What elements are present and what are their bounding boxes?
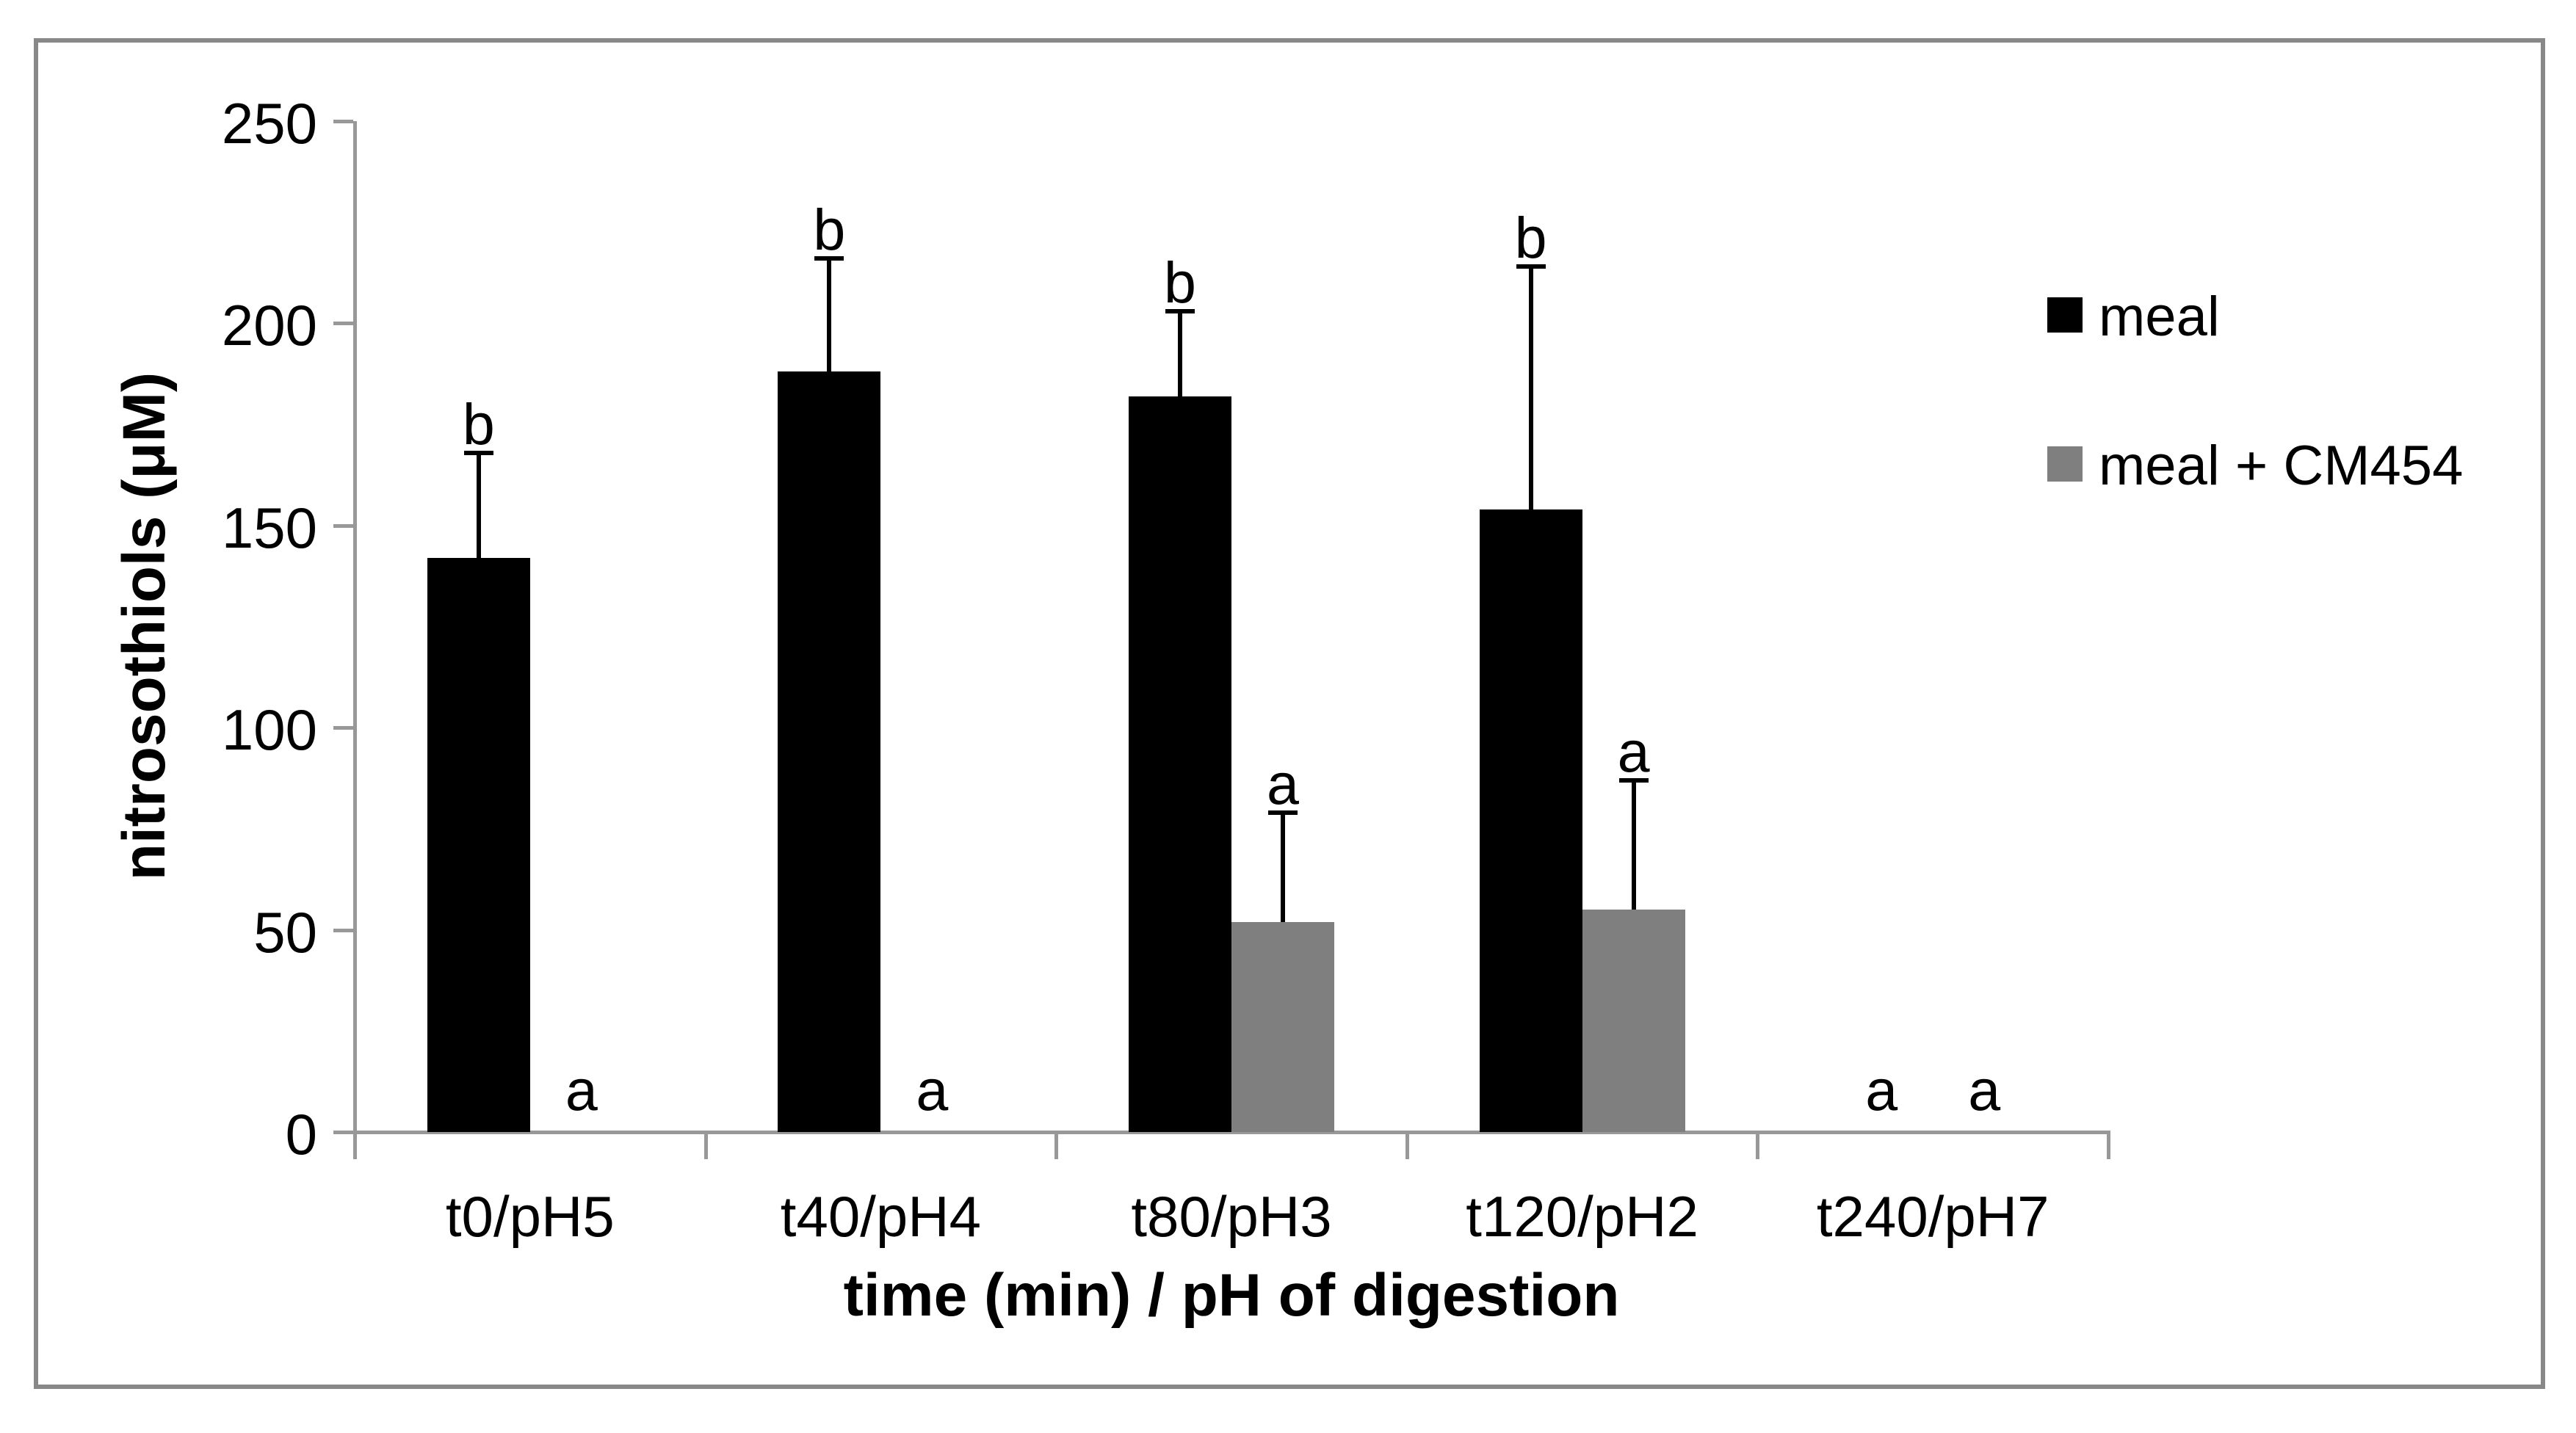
y-tick-label: 250 bbox=[221, 91, 317, 156]
x-axis-separator-tick bbox=[1054, 1132, 1059, 1159]
y-axis-tick bbox=[333, 928, 353, 932]
x-category-label: t120/pH2 bbox=[1466, 1184, 1698, 1249]
error-bar-cap bbox=[463, 450, 493, 455]
legend-swatch-meal-cm454 bbox=[2047, 446, 2083, 482]
x-axis-separator-tick bbox=[1405, 1132, 1409, 1159]
legend-swatch-meal bbox=[2047, 297, 2083, 333]
y-tick-label: 150 bbox=[221, 495, 317, 560]
bar-meal-cm454-t80 bbox=[1231, 921, 1334, 1132]
y-tick-label: 100 bbox=[221, 697, 317, 763]
y-axis-tick bbox=[333, 120, 353, 123]
significance-letter: b bbox=[462, 391, 495, 457]
y-tick-label: 50 bbox=[253, 899, 317, 965]
error-bar-line bbox=[1281, 812, 1285, 922]
error-bar-cap bbox=[1165, 308, 1195, 313]
significance-letter: b bbox=[1514, 205, 1547, 271]
x-axis-separator-tick bbox=[2107, 1132, 2110, 1159]
y-tick-label: 0 bbox=[285, 1102, 317, 1167]
x-category-label: t80/pH3 bbox=[1131, 1184, 1332, 1249]
error-bar-line bbox=[1178, 311, 1182, 396]
significance-letter: a bbox=[565, 1057, 598, 1122]
significance-letter: a bbox=[1267, 750, 1299, 816]
x-category-label: t40/pH4 bbox=[780, 1184, 981, 1249]
bar-meal-cm454-t120 bbox=[1582, 910, 1685, 1132]
y-axis-tick bbox=[333, 322, 353, 326]
significance-letter: b bbox=[1164, 249, 1196, 315]
error-bar-line bbox=[827, 258, 832, 372]
error-bar-cap bbox=[814, 256, 844, 261]
significance-letter: a bbox=[1968, 1057, 2001, 1122]
y-tick-label: 200 bbox=[221, 293, 317, 358]
x-axis-line bbox=[353, 1131, 2110, 1134]
significance-letter: a bbox=[1865, 1057, 1898, 1122]
error-bar-line bbox=[476, 452, 481, 558]
bar-meal-t80 bbox=[1129, 396, 1231, 1132]
legend-label-meal-cm454: meal + CM454 bbox=[2099, 435, 2464, 497]
significance-letter: a bbox=[1617, 718, 1650, 784]
x-axis-separator-tick bbox=[703, 1132, 708, 1159]
error-bar-cap bbox=[1268, 810, 1298, 815]
bar-meal-t120 bbox=[1479, 509, 1582, 1132]
legend-label-meal: meal bbox=[2099, 286, 2220, 348]
significance-letter: a bbox=[916, 1057, 949, 1122]
y-axis-tick bbox=[333, 523, 353, 528]
bar-meal-t0 bbox=[427, 557, 530, 1132]
error-bar-cap bbox=[1618, 777, 1649, 783]
y-axis-tick bbox=[333, 1131, 353, 1134]
error-bar-line bbox=[1631, 780, 1636, 910]
error-bar-line bbox=[1528, 266, 1533, 509]
y-axis-line bbox=[353, 121, 357, 1159]
y-axis-tick bbox=[333, 726, 353, 730]
y-axis-title: nitrosothiols (μM) bbox=[111, 371, 178, 881]
x-category-label: t240/pH7 bbox=[1816, 1184, 2049, 1249]
error-bar-cap bbox=[1516, 264, 1546, 269]
x-category-label: t0/pH5 bbox=[445, 1184, 615, 1249]
bar-meal-t40 bbox=[778, 371, 881, 1132]
x-axis-separator-tick bbox=[1756, 1132, 1760, 1159]
x-axis-title: time (min) / pH of digestion bbox=[843, 1262, 1620, 1329]
significance-letter: b bbox=[813, 197, 846, 263]
